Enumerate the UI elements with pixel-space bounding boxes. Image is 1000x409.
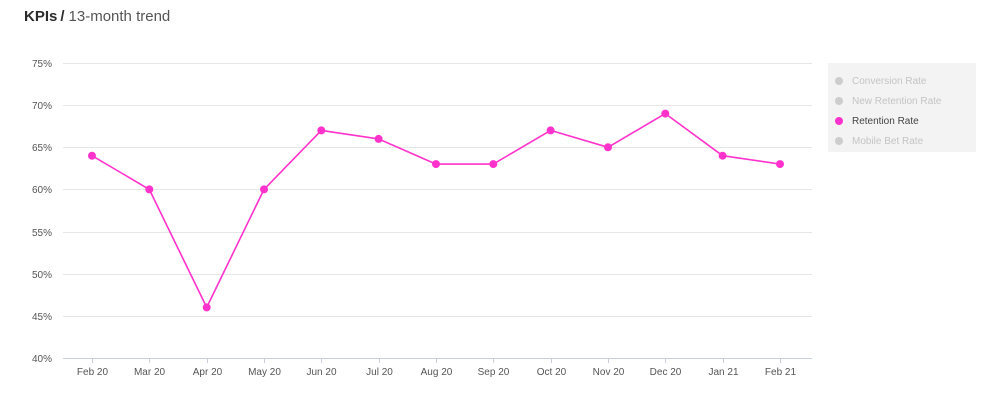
y-tick-label: 70% [32,101,52,112]
chart-header: KPIs/13-month trend [24,8,170,25]
data-point [604,143,612,152]
legend-item-retention-rate[interactable]: Retention Rate [835,111,976,131]
legend-label: Conversion Rate [852,75,927,87]
legend-item-conversion-rate[interactable]: Conversion Rate [835,71,976,91]
x-tick-label: May 20 [248,367,281,378]
legend-dot-icon [835,137,843,145]
x-tick-label: Jan 21 [708,367,738,378]
y-tick-label: 50% [32,270,52,281]
legend-item-new-retention-rate[interactable]: New Retention Rate [835,91,976,111]
x-tick-label: Apr 20 [193,367,223,378]
y-tick-label: 40% [32,354,52,365]
header-subtitle: 13-month trend [68,8,171,25]
data-point [661,109,670,118]
legend-label: Mobile Bet Rate [852,135,924,147]
y-tick-label: 60% [32,185,52,196]
legend-label: Retention Rate [852,115,919,127]
data-point [202,303,211,312]
legend-dot-icon [835,117,843,125]
legend-dot-icon [835,97,843,105]
data-point [374,134,383,143]
data-point [317,126,326,135]
data-point [145,185,154,194]
data-point [260,185,268,194]
series-line-retention-rate [91,112,781,309]
data-point [489,160,498,169]
x-tick-label: Feb 20 [77,367,109,378]
x-tick-label: Sep 20 [478,367,510,378]
x-tick-label: Jul 20 [366,367,393,378]
data-point [546,126,555,135]
x-axis: Feb 20 Mar 20 Apr 20 May 20 Jun 20 Jul 20 Aug … [63,358,812,378]
header-title: KPIs [24,8,58,25]
header-separator: / [60,8,65,25]
legend-item-mobile-bet-rate[interactable]: Mobile Bet Rate [835,131,976,151]
data-point [88,151,96,160]
x-tick-label: Jun 20 [306,367,336,378]
x-tick-label: Feb 21 [765,367,797,378]
x-tick-label: Oct 20 [537,367,567,378]
legend-dot-icon [835,77,843,85]
data-point [718,151,727,160]
y-tick-label: 75% [32,59,52,70]
data-point [432,160,440,169]
series-layer [88,109,784,312]
legend-label: New Retention Rate [852,95,942,107]
grid-lines [63,63,812,317]
x-tick-label: Dec 20 [650,367,682,378]
x-tick-label: Nov 20 [593,367,625,378]
data-point [776,160,784,169]
y-tick-label: 45% [32,312,52,323]
x-tick-label: Mar 20 [134,367,166,378]
x-tick-label: Aug 20 [421,367,453,378]
y-tick-label: 55% [32,228,52,239]
chart-legend: Conversion Rate New Retention Rate Retenti… [828,63,976,152]
y-tick-label: 65% [32,143,52,154]
y-axis: 40% 45% 50% 55% 60% 65% 70% 75% [32,59,52,365]
